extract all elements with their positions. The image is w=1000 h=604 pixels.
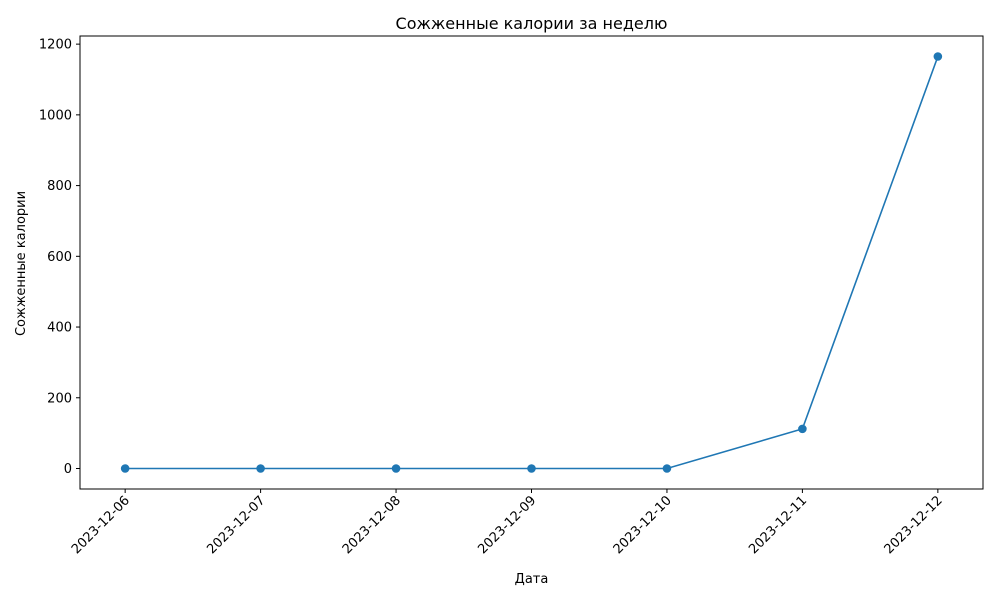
chart-title: Сожженные калории за неделю	[396, 14, 668, 33]
y-tick-label: 800	[47, 179, 72, 194]
data-point	[798, 424, 807, 434]
data-point	[391, 464, 401, 473]
series-group	[120, 52, 943, 473]
x-axis-label: Дата	[515, 572, 549, 587]
y-tick-label: 1200	[39, 38, 72, 53]
y-tick-label: 400	[47, 321, 72, 336]
y-axis-ticks: 0 200 400 600 800 1000 1200	[39, 38, 80, 477]
data-point	[120, 464, 130, 473]
y-tick-label: 1000	[39, 108, 72, 123]
y-tick-label: 0	[64, 462, 72, 477]
data-point	[256, 464, 265, 473]
y-tick-label: 200	[47, 391, 72, 406]
y-tick-label: 600	[47, 250, 72, 265]
plot-frame	[79, 35, 984, 490]
data-point	[933, 52, 943, 61]
data-point	[527, 464, 536, 473]
data-point	[662, 464, 672, 473]
y-axis-label: Сожженные калории	[14, 191, 29, 336]
